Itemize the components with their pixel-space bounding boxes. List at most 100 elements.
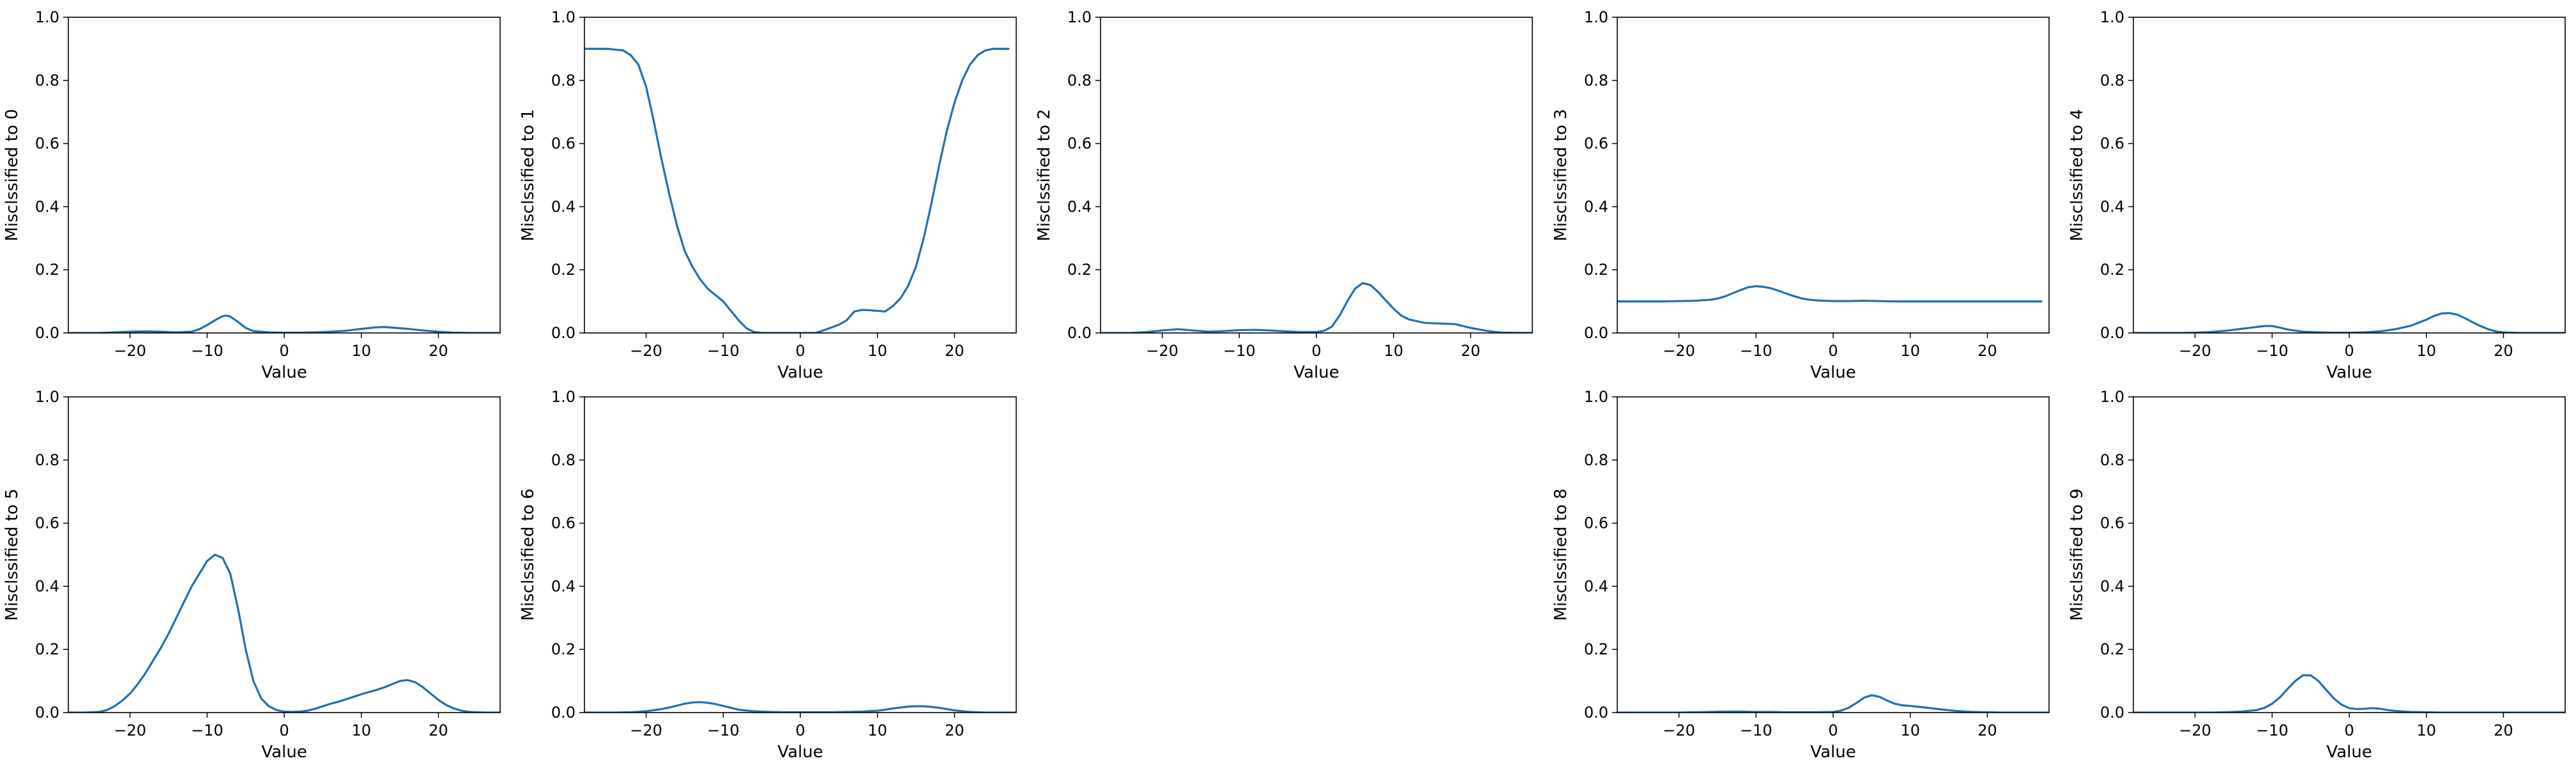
x-tick-label: 10 <box>2416 342 2436 360</box>
y-tick-label: 0.4 <box>551 577 575 595</box>
axes-frame <box>584 396 1017 713</box>
y-axis-label: Misclssified to 3 <box>1551 109 1571 241</box>
x-tick-label: 0 <box>795 342 805 360</box>
y-tick-label: 1.0 <box>1584 8 1608 26</box>
y-tick-label: 0.4 <box>35 197 59 215</box>
subplot-0: −20 −10 0 10 20 0.0 0.2 0.4 0.6 0.8 1.0 Value Miscls… <box>3 8 501 382</box>
y-tick-label: 1.0 <box>35 388 59 406</box>
y-axis-label: Misclssified to 9 <box>2068 488 2087 621</box>
y-tick-label: 1.0 <box>35 8 59 26</box>
axes-frame <box>1617 17 2050 334</box>
x-tick-label: 20 <box>1978 722 1997 739</box>
series-line-0 <box>1617 285 2043 303</box>
x-tick-label: 10 <box>1383 342 1403 360</box>
x-tick-label: −20 <box>630 342 662 360</box>
x-tick-label: −10 <box>1223 342 1256 360</box>
subplot-4: −20 −10 0 10 20 0.0 0.2 0.4 0.6 0.8 1.0 Value Miscls… <box>2068 8 2566 382</box>
x-axis-label: Value <box>1293 363 1339 382</box>
x-tick-label: −20 <box>2179 722 2211 739</box>
y-tick-label: 1.0 <box>551 8 575 26</box>
y-tick-label: 0.8 <box>35 72 59 89</box>
y-tick-label: 0.6 <box>2100 135 2124 153</box>
x-tick-label: 10 <box>1900 342 1920 360</box>
x-tick-label: −20 <box>114 722 146 739</box>
y-tick-label: 0.2 <box>1584 261 1608 279</box>
y-tick-label: 0.0 <box>551 324 575 342</box>
series-line-0 <box>2133 312 2565 333</box>
y-tick-label: 1.0 <box>2100 8 2124 26</box>
x-tick-label: −20 <box>1146 342 1178 360</box>
x-tick-label: 20 <box>2494 722 2513 739</box>
y-tick-label: 0.0 <box>35 324 59 342</box>
y-tick-label: 0.6 <box>35 135 59 153</box>
y-tick-label: 0.0 <box>1584 704 1608 722</box>
x-tick-label: 10 <box>1900 722 1920 739</box>
x-tick-label: 10 <box>2416 722 2436 739</box>
axes-frame <box>2133 17 2566 334</box>
series-line-0 <box>68 314 500 333</box>
y-tick-label: 1.0 <box>551 388 575 406</box>
subplot-8: −20 −10 0 10 20 0.0 0.2 0.4 0.6 0.8 1.0 Value Miscls… <box>2068 388 2566 762</box>
x-tick-label: −10 <box>2256 722 2289 739</box>
x-tick-label: −20 <box>2179 342 2211 360</box>
x-tick-label: 0 <box>1828 342 1838 360</box>
y-axis-label: Misclssified to 5 <box>3 488 22 621</box>
y-tick-label: 0.6 <box>35 514 59 532</box>
y-axis-label: Misclssified to 6 <box>519 488 538 621</box>
y-tick-label: 0.2 <box>551 261 575 279</box>
x-tick-label: −10 <box>1740 342 1772 360</box>
y-tick-label: 0.4 <box>1584 577 1608 595</box>
x-tick-label: 20 <box>2494 342 2513 360</box>
y-tick-label: 0.6 <box>1584 514 1608 532</box>
y-tick-label: 0.6 <box>1067 135 1092 153</box>
x-tick-label: 0 <box>795 722 805 739</box>
x-tick-label: 10 <box>351 722 371 739</box>
y-tick-label: 0.0 <box>2100 324 2124 342</box>
y-tick-label: 0.8 <box>551 451 575 469</box>
x-axis-label: Value <box>261 743 307 762</box>
x-tick-label: −20 <box>114 342 146 360</box>
y-tick-label: 0.8 <box>551 72 575 89</box>
y-tick-label: 0.8 <box>1584 72 1608 89</box>
x-tick-label: 0 <box>1828 722 1838 739</box>
subplot-2: −20 −10 0 10 20 0.0 0.2 0.4 0.6 0.8 1.0 Value Miscls… <box>1035 8 1533 382</box>
x-tick-label: −10 <box>191 722 224 739</box>
x-tick-label: −10 <box>2256 342 2289 360</box>
x-axis-label: Value <box>777 363 823 382</box>
x-tick-label: −20 <box>1663 342 1695 360</box>
y-axis-label: Misclssified to 1 <box>519 109 538 241</box>
x-axis-label: Value <box>1810 743 1856 762</box>
y-tick-label: 0.2 <box>551 640 575 658</box>
y-tick-label: 0.2 <box>35 640 59 658</box>
y-tick-label: 0.8 <box>1584 451 1608 469</box>
x-tick-label: 10 <box>867 342 887 360</box>
axes-frame <box>2133 396 2566 713</box>
y-tick-label: 0.2 <box>2100 261 2124 279</box>
subplot-6: −20 −10 0 10 20 0.0 0.2 0.4 0.6 0.8 1.0 Value Miscls… <box>519 388 1017 762</box>
y-tick-label: 0.2 <box>1067 261 1092 279</box>
series-line-0 <box>584 47 1010 333</box>
y-tick-label: 0.4 <box>1067 197 1092 215</box>
x-tick-label: 20 <box>1461 342 1481 360</box>
y-tick-label: 0.6 <box>551 514 575 532</box>
y-tick-label: 0.2 <box>2100 640 2124 658</box>
subplot-3: −20 −10 0 10 20 0.0 0.2 0.4 0.6 0.8 1.0 Value Miscls… <box>1551 8 2050 382</box>
y-tick-label: 1.0 <box>1584 388 1608 406</box>
x-tick-label: 0 <box>279 342 289 360</box>
y-tick-label: 0.4 <box>35 577 59 595</box>
y-axis-label: Misclssified to 2 <box>1035 109 1054 241</box>
y-tick-label: 0.8 <box>2100 72 2124 89</box>
series-line-0 <box>1617 694 2049 713</box>
y-axis-label: Misclssified to 0 <box>3 109 22 241</box>
x-axis-label: Value <box>2326 363 2372 382</box>
axes-frame <box>1617 396 2050 713</box>
x-tick-label: 0 <box>2344 342 2354 360</box>
x-tick-label: −10 <box>707 722 740 739</box>
x-axis-label: Value <box>261 363 307 382</box>
y-tick-label: 0.0 <box>1067 324 1092 342</box>
subplot-5: −20 −10 0 10 20 0.0 0.2 0.4 0.6 0.8 1.0 Value Miscls… <box>3 388 501 762</box>
y-tick-label: 0.4 <box>2100 577 2124 595</box>
x-tick-label: 20 <box>945 342 964 360</box>
axes-frame <box>1100 17 1533 334</box>
